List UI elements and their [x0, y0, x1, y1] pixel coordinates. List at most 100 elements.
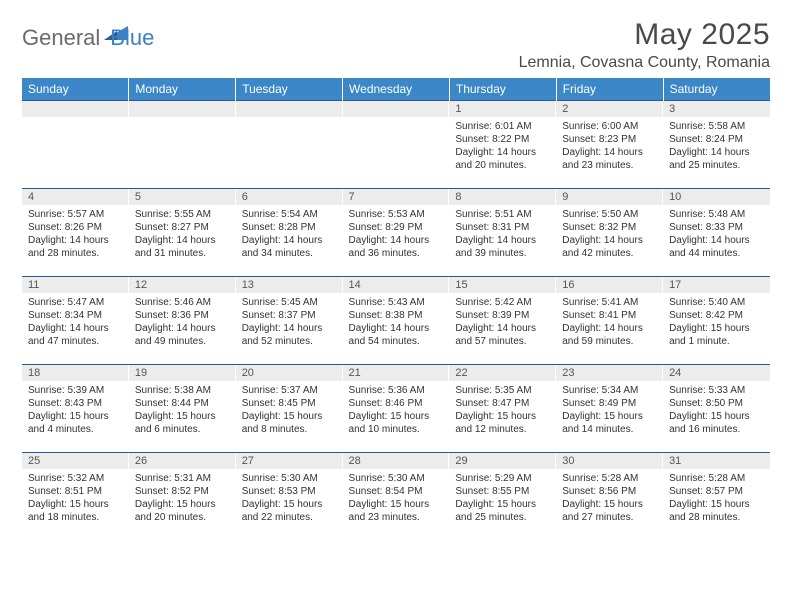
day-line: Sunrise: 5:42 AM	[455, 296, 550, 309]
day-body: Sunrise: 5:48 AMSunset: 8:33 PMDaylight:…	[663, 205, 770, 264]
calendar-cell: 2Sunrise: 6:00 AMSunset: 8:23 PMDaylight…	[556, 101, 663, 189]
calendar-cell: 10Sunrise: 5:48 AMSunset: 8:33 PMDayligh…	[663, 189, 770, 277]
day-body: Sunrise: 5:51 AMSunset: 8:31 PMDaylight:…	[449, 205, 556, 264]
day-line: Sunset: 8:47 PM	[455, 397, 550, 410]
day-number: 30	[556, 453, 663, 469]
day-line: Daylight: 14 hours	[349, 322, 444, 335]
day-line: and 8 minutes.	[242, 423, 337, 436]
day-line: and 12 minutes.	[455, 423, 550, 436]
day-body: Sunrise: 5:50 AMSunset: 8:32 PMDaylight:…	[556, 205, 663, 264]
header: General Blue May 2025 Lemnia, Covasna Co…	[22, 18, 770, 72]
day-body: Sunrise: 5:35 AMSunset: 8:47 PMDaylight:…	[449, 381, 556, 440]
day-line: Sunset: 8:28 PM	[242, 221, 337, 234]
day-line: Sunset: 8:27 PM	[135, 221, 230, 234]
day-line: Sunrise: 5:57 AM	[28, 208, 123, 221]
calendar-cell: 5Sunrise: 5:55 AMSunset: 8:27 PMDaylight…	[129, 189, 236, 277]
day-line: Daylight: 14 hours	[455, 146, 550, 159]
day-line: Sunrise: 5:37 AM	[242, 384, 337, 397]
day-line: Sunrise: 6:01 AM	[455, 120, 550, 133]
day-line: and 23 minutes.	[562, 159, 657, 172]
day-line: Sunrise: 5:36 AM	[349, 384, 444, 397]
day-line: Sunrise: 5:47 AM	[28, 296, 123, 309]
day-number: 12	[129, 277, 236, 293]
day-line: and 42 minutes.	[562, 247, 657, 260]
day-line: Sunrise: 5:51 AM	[455, 208, 550, 221]
day-line: Sunset: 8:49 PM	[562, 397, 657, 410]
day-number: 21	[343, 365, 450, 381]
day-line: and 25 minutes.	[455, 511, 550, 524]
day-line: Daylight: 15 hours	[669, 322, 764, 335]
day-line: and 39 minutes.	[455, 247, 550, 260]
day-line: and 18 minutes.	[28, 511, 123, 524]
day-number: 18	[22, 365, 129, 381]
day-line: Sunset: 8:42 PM	[669, 309, 764, 322]
day-line: Daylight: 15 hours	[28, 410, 123, 423]
month-title: May 2025	[519, 18, 770, 52]
day-line: and 54 minutes.	[349, 335, 444, 348]
calendar-cell: 24Sunrise: 5:33 AMSunset: 8:50 PMDayligh…	[663, 365, 770, 453]
day-line: Sunrise: 5:43 AM	[349, 296, 444, 309]
logo: General Blue	[22, 18, 154, 51]
day-line: Daylight: 14 hours	[242, 322, 337, 335]
day-body	[236, 117, 343, 124]
day-line: Sunset: 8:26 PM	[28, 221, 123, 234]
day-line: Daylight: 14 hours	[349, 234, 444, 247]
day-line: Sunrise: 6:00 AM	[562, 120, 657, 133]
day-line: Sunset: 8:29 PM	[349, 221, 444, 234]
day-number: 20	[236, 365, 343, 381]
day-line: Daylight: 14 hours	[669, 234, 764, 247]
day-line: Sunrise: 5:32 AM	[28, 472, 123, 485]
day-line: and 49 minutes.	[135, 335, 230, 348]
day-line: and 20 minutes.	[135, 511, 230, 524]
day-body: Sunrise: 5:31 AMSunset: 8:52 PMDaylight:…	[129, 469, 236, 528]
day-line: Sunrise: 5:35 AM	[455, 384, 550, 397]
day-body: Sunrise: 5:32 AMSunset: 8:51 PMDaylight:…	[22, 469, 129, 528]
day-line: Daylight: 14 hours	[135, 234, 230, 247]
day-number: 13	[236, 277, 343, 293]
calendar-cell: 4Sunrise: 5:57 AMSunset: 8:26 PMDaylight…	[22, 189, 129, 277]
day-line: Sunrise: 5:39 AM	[28, 384, 123, 397]
day-line: and 27 minutes.	[562, 511, 657, 524]
day-line: Sunset: 8:41 PM	[562, 309, 657, 322]
weekday-header: Tuesday	[236, 78, 343, 101]
day-body: Sunrise: 5:47 AMSunset: 8:34 PMDaylight:…	[22, 293, 129, 352]
day-line: Sunset: 8:46 PM	[349, 397, 444, 410]
calendar-cell	[236, 101, 343, 189]
calendar-cell: 28Sunrise: 5:30 AMSunset: 8:54 PMDayligh…	[343, 453, 450, 541]
day-line: Sunrise: 5:29 AM	[455, 472, 550, 485]
day-line: Daylight: 14 hours	[455, 322, 550, 335]
day-body: Sunrise: 5:45 AMSunset: 8:37 PMDaylight:…	[236, 293, 343, 352]
day-body	[22, 117, 129, 124]
day-line: Sunset: 8:43 PM	[28, 397, 123, 410]
day-line: Sunrise: 5:30 AM	[349, 472, 444, 485]
day-number: 22	[449, 365, 556, 381]
day-body: Sunrise: 5:40 AMSunset: 8:42 PMDaylight:…	[663, 293, 770, 352]
day-line: Sunset: 8:50 PM	[669, 397, 764, 410]
location: Lemnia, Covasna County, Romania	[519, 54, 770, 72]
day-number: 15	[449, 277, 556, 293]
day-line: Sunset: 8:39 PM	[455, 309, 550, 322]
day-body: Sunrise: 5:42 AMSunset: 8:39 PMDaylight:…	[449, 293, 556, 352]
calendar-week-row: 4Sunrise: 5:57 AMSunset: 8:26 PMDaylight…	[22, 189, 770, 277]
day-line: Sunrise: 5:28 AM	[562, 472, 657, 485]
day-line: and 4 minutes.	[28, 423, 123, 436]
day-number	[236, 101, 343, 117]
day-number: 27	[236, 453, 343, 469]
day-line: and 36 minutes.	[349, 247, 444, 260]
calendar-body: 1Sunrise: 6:01 AMSunset: 8:22 PMDaylight…	[22, 101, 770, 541]
day-line: Daylight: 14 hours	[242, 234, 337, 247]
day-line: and 34 minutes.	[242, 247, 337, 260]
day-line: Daylight: 15 hours	[242, 498, 337, 511]
day-body: Sunrise: 5:37 AMSunset: 8:45 PMDaylight:…	[236, 381, 343, 440]
day-line: Sunset: 8:22 PM	[455, 133, 550, 146]
day-line: Daylight: 15 hours	[349, 498, 444, 511]
day-line: Sunset: 8:36 PM	[135, 309, 230, 322]
day-number: 31	[663, 453, 770, 469]
day-line: Daylight: 15 hours	[669, 498, 764, 511]
day-line: Daylight: 14 hours	[455, 234, 550, 247]
day-line: Sunset: 8:56 PM	[562, 485, 657, 498]
day-line: and 14 minutes.	[562, 423, 657, 436]
day-number	[343, 101, 450, 117]
day-body: Sunrise: 5:46 AMSunset: 8:36 PMDaylight:…	[129, 293, 236, 352]
day-number: 14	[343, 277, 450, 293]
